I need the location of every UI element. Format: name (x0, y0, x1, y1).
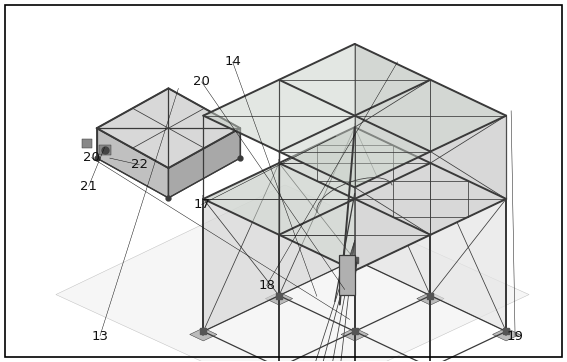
Text: 21: 21 (80, 180, 97, 193)
Text: 20: 20 (193, 75, 210, 88)
Polygon shape (204, 163, 279, 332)
Polygon shape (355, 127, 430, 295)
Polygon shape (341, 256, 369, 269)
Polygon shape (430, 115, 506, 235)
Polygon shape (168, 128, 240, 198)
Polygon shape (279, 199, 430, 271)
Polygon shape (99, 145, 111, 155)
Polygon shape (355, 44, 430, 163)
Polygon shape (339, 255, 355, 295)
Text: 18: 18 (258, 279, 275, 292)
Polygon shape (204, 163, 355, 235)
Text: 17: 17 (193, 198, 210, 211)
Polygon shape (430, 80, 506, 199)
Polygon shape (204, 80, 355, 152)
Polygon shape (279, 127, 355, 295)
Polygon shape (265, 292, 293, 305)
Polygon shape (97, 128, 168, 198)
Polygon shape (97, 88, 240, 168)
Polygon shape (341, 328, 369, 341)
Text: 19: 19 (507, 329, 523, 342)
Polygon shape (417, 292, 444, 305)
Text: 22: 22 (131, 158, 148, 171)
Text: 14: 14 (224, 55, 241, 68)
Polygon shape (82, 139, 92, 148)
Polygon shape (190, 328, 217, 341)
Polygon shape (279, 44, 430, 115)
Polygon shape (355, 163, 506, 235)
Polygon shape (493, 328, 520, 341)
Polygon shape (56, 185, 529, 362)
Polygon shape (355, 152, 430, 271)
Polygon shape (279, 115, 430, 188)
Polygon shape (430, 163, 506, 332)
Polygon shape (355, 80, 506, 152)
Text: 20: 20 (83, 151, 100, 164)
Polygon shape (279, 127, 430, 199)
Text: 13: 13 (91, 329, 108, 342)
